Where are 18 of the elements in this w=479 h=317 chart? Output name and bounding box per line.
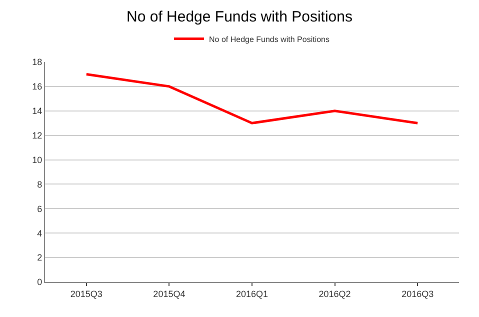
chart-title: No of Hedge Funds with Positions [126, 8, 352, 26]
y-tick-label: 8 [37, 179, 42, 190]
y-tick-label: 12 [32, 130, 42, 140]
x-tick-label: 2016Q1 [236, 288, 268, 299]
y-tick-label: 14 [32, 106, 42, 116]
line-series [85, 72, 419, 124]
x-tick-label: 2016Q2 [318, 288, 351, 299]
y-tick-label: 2 [37, 252, 42, 263]
y-tick-label: 0 [37, 277, 42, 288]
x-tick-label: 2015Q4 [153, 288, 186, 299]
y-tick-label: 4 [37, 228, 42, 238]
y-tick-label: 18 [32, 57, 42, 68]
x-tick-label: 2015Q3 [70, 288, 102, 299]
y-tick-label: 10 [32, 154, 42, 165]
y-tick-label: 6 [37, 204, 42, 214]
x-tick-label: 2016Q3 [402, 288, 434, 299]
legend-label: No of Hedge Funds with Positions [209, 34, 330, 44]
y-tick-label: 16 [32, 82, 42, 92]
